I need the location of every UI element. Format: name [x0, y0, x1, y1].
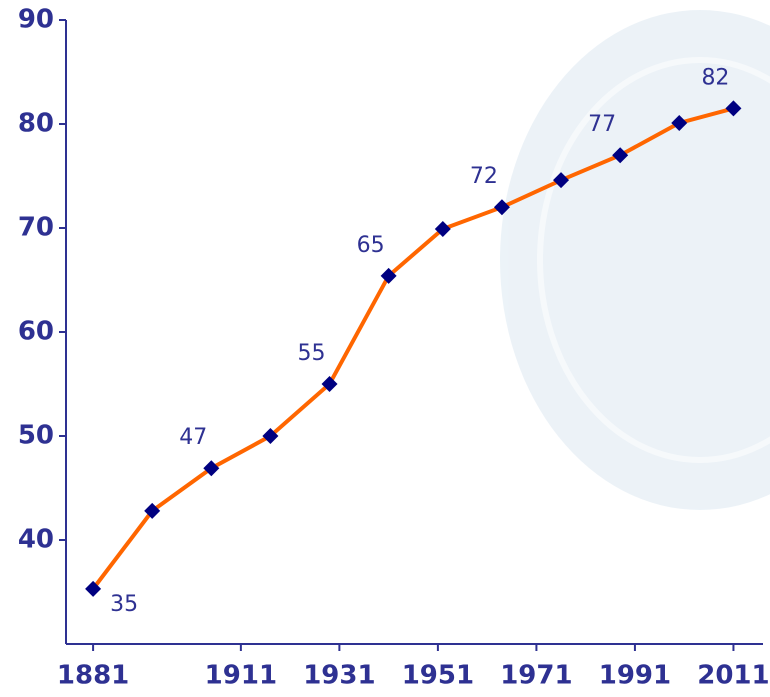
- data-label: 65: [357, 233, 385, 258]
- marker: [612, 147, 629, 164]
- marker: [262, 428, 279, 444]
- y-tick-label: 80: [18, 109, 54, 139]
- marker: [671, 114, 688, 131]
- data-label: 77: [588, 112, 616, 137]
- y-tick-label: 40: [18, 525, 54, 555]
- marker: [725, 100, 742, 117]
- data-label: 35: [110, 592, 138, 617]
- marker: [434, 221, 451, 238]
- marker: [144, 502, 161, 519]
- x-tick-label: 1911: [205, 661, 277, 691]
- x-tick-label: 1971: [500, 661, 572, 691]
- y-tick-label: 70: [18, 213, 54, 243]
- data-label: 72: [470, 164, 498, 189]
- marker: [380, 267, 397, 284]
- y-tick-label: 50: [18, 421, 54, 451]
- marker: [85, 580, 102, 597]
- x-tick-label: 1881: [57, 661, 129, 691]
- marker: [203, 460, 220, 477]
- marker: [493, 199, 510, 216]
- y-tick-label: 90: [18, 5, 54, 35]
- watermark: [500, 10, 770, 510]
- data-label: 47: [179, 425, 207, 450]
- marker: [553, 172, 570, 189]
- y-tick-label: 60: [18, 317, 54, 347]
- data-label: 82: [701, 65, 729, 90]
- x-tick-label: 1951: [402, 661, 474, 691]
- line: [91, 106, 734, 591]
- marker: [321, 376, 338, 392]
- x-tick-label: 1991: [599, 661, 671, 691]
- data-label: 55: [298, 341, 326, 366]
- x-tick-label: 2011: [697, 661, 769, 691]
- x-tick-label: 1931: [303, 661, 375, 691]
